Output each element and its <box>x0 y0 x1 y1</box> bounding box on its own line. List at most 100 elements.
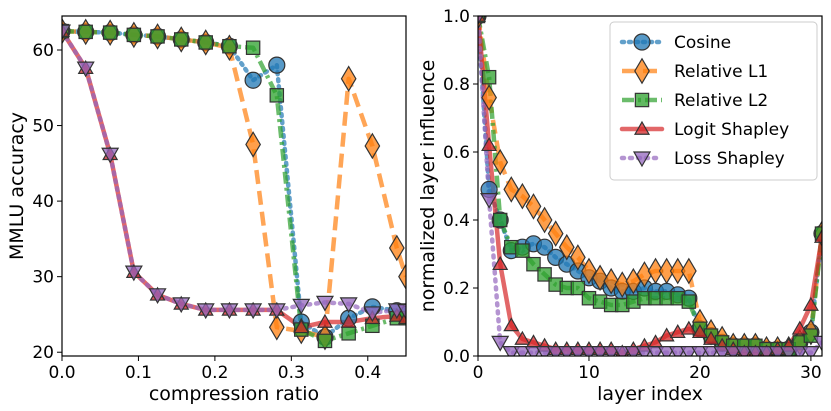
series-line-relative-l1 <box>62 28 406 340</box>
data-point-relative-l2 <box>681 294 697 309</box>
data-point-logit-shapley <box>691 323 708 339</box>
data-point-loss-shapley <box>172 297 191 314</box>
data-point-relative-l1 <box>492 148 509 176</box>
data-point-relative-l2 <box>515 243 530 258</box>
x-tick-label: 0.2 <box>201 363 228 383</box>
left-x-axis-label: compression ratio <box>149 383 319 405</box>
data-point-logit-shapley <box>514 330 531 345</box>
series-line-cosine <box>62 28 406 340</box>
y-tick-label: 40 <box>32 192 54 212</box>
data-point-loss-shapley <box>267 303 286 320</box>
right-x-axis-label: layer index <box>597 383 703 405</box>
data-point-relative-l1 <box>592 264 608 292</box>
data-point-logit-shapley <box>680 320 697 335</box>
layer-influence-plot-area <box>478 16 822 356</box>
data-point-loss-shapley <box>244 303 263 320</box>
data-point-relative-l1 <box>514 182 531 210</box>
y-tick-label: 20 <box>32 343 54 363</box>
data-point-cosine <box>268 56 286 74</box>
legend-marker-relative-l1 <box>634 57 650 85</box>
data-point-relative-l1 <box>680 257 697 285</box>
data-point-relative-l1 <box>364 132 381 160</box>
data-point-relative-l2 <box>537 267 552 282</box>
y-tick-label: 1.0 <box>443 7 470 27</box>
data-point-relative-l1 <box>481 84 497 111</box>
data-point-logit-shapley <box>702 330 720 345</box>
data-point-relative-l2 <box>481 69 497 85</box>
data-point-relative-l2 <box>222 38 237 54</box>
data-point-relative-l2 <box>174 32 189 47</box>
y-tick-label: 30 <box>32 268 54 288</box>
legend-label-relative-l1: Relative L1 <box>674 62 768 82</box>
data-point-relative-l2 <box>269 88 285 103</box>
data-point-relative-l1 <box>569 244 586 271</box>
x-tick-label: 30 <box>800 363 822 383</box>
layer-influence-panel: 0 10 20 30 0.0 0.2 0.4 0.6 0.8 1.0 layer index no… <box>417 7 823 405</box>
data-point-loss-shapley <box>101 147 120 164</box>
legend-label-relative-l2: Relative L2 <box>674 91 768 111</box>
data-point-loss-shapley <box>196 303 215 320</box>
data-point-relative-l2 <box>245 40 261 55</box>
left-y-axis-label: MMLU accuracy <box>6 112 28 260</box>
legend-label-logit-shapley: Logit Shapley <box>674 120 789 140</box>
legend: Cosine Relative L1 Relative L2 Logit Shaple… <box>609 21 818 181</box>
x-tick-label: 0.0 <box>48 363 75 383</box>
x-tick-label: 10 <box>578 363 600 383</box>
data-point-relative-l1 <box>603 267 620 295</box>
data-point-logit-shapley <box>340 313 357 328</box>
y-tick-label: 50 <box>32 117 54 137</box>
data-point-relative-l1 <box>525 193 542 220</box>
data-point-logit-shapley <box>481 136 498 152</box>
data-point-loss-shapley <box>812 335 822 352</box>
data-point-loss-shapley <box>220 303 239 320</box>
data-point-relative-l1 <box>245 131 262 158</box>
data-point-loss-shapley <box>148 288 167 305</box>
data-point-loss-shapley <box>480 193 499 209</box>
data-point-relative-l1 <box>625 267 642 295</box>
y-tick-label: 60 <box>32 41 54 61</box>
data-point-cosine <box>535 238 554 256</box>
data-point-logit-shapley <box>802 296 819 311</box>
legend-label-cosine: Cosine <box>674 33 731 53</box>
data-point-relative-l1 <box>388 234 405 262</box>
y-tick-label: 0.2 <box>443 279 470 299</box>
data-point-relative-l2 <box>341 326 356 341</box>
data-point-relative-l2 <box>198 35 213 50</box>
data-point-relative-l1 <box>547 220 564 247</box>
x-tick-label: 0 <box>473 363 484 383</box>
data-point-relative-l1 <box>398 263 406 290</box>
data-point-relative-l2 <box>526 256 541 272</box>
data-point-relative-l1 <box>647 257 664 285</box>
data-point-logit-shapley <box>791 320 808 335</box>
data-point-relative-l1 <box>658 257 675 285</box>
legend-label-loss-shapley: Loss Shapley <box>674 149 785 169</box>
compression-ratio-panel: 0.0 0.1 0.2 0.3 0.4 20 30 40 50 60 compression ra… <box>6 15 407 405</box>
x-tick-label: 20 <box>689 363 711 383</box>
data-point-loss-shapley <box>292 298 311 315</box>
data-point-relative-l1 <box>268 313 285 341</box>
data-point-logit-shapley <box>503 317 520 332</box>
y-tick-label: 0.6 <box>443 143 470 163</box>
data-point-loss-shapley <box>339 297 358 314</box>
left-axes-frame <box>61 15 407 357</box>
data-point-loss-shapley <box>62 24 72 41</box>
data-point-relative-l2 <box>803 328 819 343</box>
data-point-relative-l2 <box>570 280 586 296</box>
data-point-relative-l1 <box>503 176 520 203</box>
data-point-relative-l1 <box>669 257 686 285</box>
data-point-relative-l2 <box>317 333 333 349</box>
data-point-relative-l2 <box>78 24 93 40</box>
data-point-loss-shapley <box>801 346 820 356</box>
x-tick-label: 0.3 <box>278 363 305 383</box>
data-point-loss-shapley <box>491 335 510 352</box>
y-tick-label: 0.8 <box>443 75 470 95</box>
data-point-relative-l1 <box>558 233 575 261</box>
y-tick-label: 0.0 <box>443 347 470 367</box>
right-axes-frame <box>477 15 823 357</box>
data-point-relative-l1 <box>536 206 553 234</box>
data-point-logit-shapley <box>813 228 822 243</box>
data-point-cosine <box>244 71 262 89</box>
data-point-logit-shapley <box>316 313 334 328</box>
legend-marker-cosine <box>633 33 651 51</box>
